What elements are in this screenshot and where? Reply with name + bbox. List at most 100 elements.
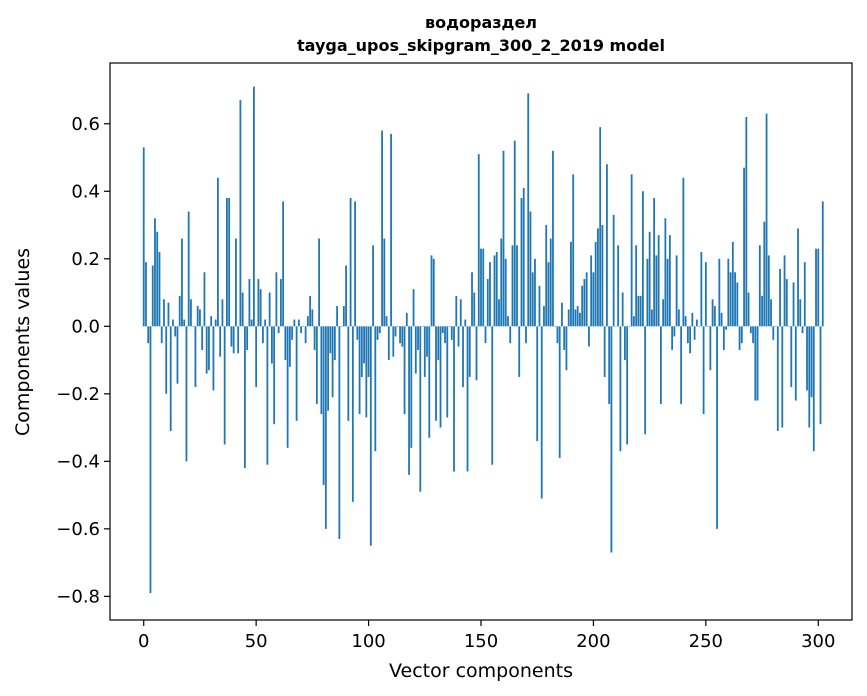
- bar: [390, 133, 392, 327]
- bar: [302, 326, 305, 327]
- bar: [783, 255, 786, 327]
- bar: [226, 198, 228, 327]
- bar: [462, 326, 464, 388]
- bar: [799, 299, 802, 327]
- bar: [250, 319, 253, 327]
- bar: [743, 167, 745, 327]
- bar: [567, 309, 570, 327]
- bar: [351, 326, 354, 502]
- bar: [608, 326, 611, 404]
- bar: [284, 326, 287, 361]
- x-tick-label: 150: [464, 631, 498, 652]
- bar: [700, 252, 703, 327]
- bar: [457, 326, 460, 347]
- bar: [156, 231, 159, 327]
- bar: [324, 326, 327, 529]
- bar: [300, 326, 303, 334]
- bar: [331, 326, 334, 398]
- bar: [212, 326, 215, 391]
- bar: [509, 326, 512, 344]
- bar: [655, 255, 658, 327]
- bar: [473, 292, 476, 327]
- bar: [626, 326, 629, 445]
- bar: [374, 326, 377, 452]
- bar: [154, 218, 156, 327]
- bar: [477, 154, 480, 327]
- bar: [453, 326, 455, 472]
- bar: [160, 326, 163, 344]
- bar: [619, 326, 622, 452]
- bar: [288, 326, 291, 367]
- bar: [448, 326, 451, 327]
- bar: [576, 306, 579, 327]
- bar: [752, 326, 754, 344]
- bar: [691, 312, 694, 327]
- bar: [529, 211, 532, 327]
- bar: [565, 326, 568, 371]
- bar: [538, 285, 541, 327]
- bar: [185, 326, 188, 462]
- bar: [630, 174, 633, 327]
- bar: [273, 326, 276, 425]
- bar: [217, 177, 219, 327]
- bar: [736, 282, 739, 327]
- bar: [792, 282, 795, 327]
- bar: [637, 295, 640, 327]
- bar: [801, 326, 804, 334]
- bar: [329, 326, 332, 354]
- bar: [758, 245, 761, 327]
- bar: [781, 326, 784, 428]
- bar: [821, 201, 824, 327]
- bar: [563, 326, 566, 350]
- x-tick-label: 0: [138, 631, 149, 652]
- bar: [570, 241, 572, 327]
- bar: [318, 238, 321, 327]
- bar: [414, 326, 417, 374]
- bar: [187, 211, 190, 327]
- bar: [761, 295, 763, 327]
- bar: [282, 201, 285, 327]
- bar: [412, 289, 415, 327]
- bar: [489, 262, 491, 327]
- bar: [459, 299, 462, 327]
- bar: [259, 289, 262, 327]
- bar: [747, 292, 750, 327]
- bar: [579, 312, 581, 327]
- bar: [810, 326, 813, 398]
- bar: [817, 248, 820, 327]
- bar: [401, 326, 404, 347]
- bar: [534, 258, 536, 327]
- bar: [599, 127, 602, 327]
- bar: [437, 326, 440, 361]
- bar: [169, 326, 172, 431]
- bar: [286, 326, 289, 448]
- bar: [399, 326, 401, 344]
- bar: [552, 150, 554, 327]
- bar: [493, 255, 496, 327]
- bar: [304, 326, 307, 344]
- bar: [408, 326, 410, 475]
- bar: [502, 150, 505, 327]
- bar: [702, 326, 705, 415]
- bar: [309, 295, 312, 327]
- bar: [219, 326, 222, 357]
- bar: [704, 262, 707, 327]
- bar: [549, 238, 552, 327]
- bar: [648, 231, 651, 327]
- y-tick-label: 0.4: [71, 181, 100, 202]
- bar: [653, 198, 656, 327]
- bar: [421, 326, 424, 327]
- bar: [664, 218, 667, 327]
- bar: [257, 279, 260, 327]
- bar: [693, 326, 696, 340]
- bar: [812, 326, 815, 452]
- bar: [749, 326, 752, 334]
- bar: [486, 279, 489, 327]
- bar: [345, 265, 347, 327]
- bar: [372, 245, 374, 327]
- bar: [432, 258, 435, 327]
- bar: [639, 295, 642, 327]
- bar: [174, 326, 177, 337]
- bar: [794, 326, 797, 401]
